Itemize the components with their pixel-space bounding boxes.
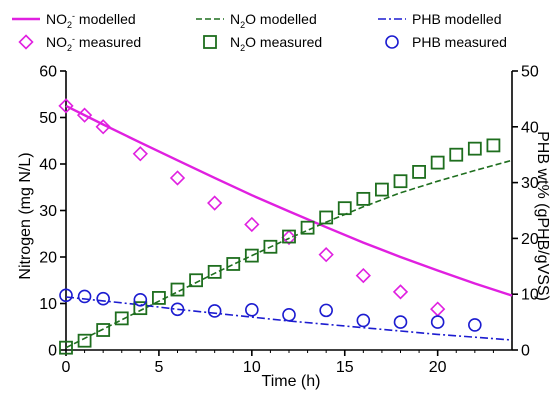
y-left-tick-label: 60 (39, 64, 57, 81)
no2-modelled-line (65, 104, 513, 297)
phb-measured-point (207, 304, 222, 318)
n2o-measured-point (375, 182, 389, 197)
phb-measured-point (59, 288, 73, 303)
phb-measured-point (430, 315, 445, 329)
n2o-measured-point (96, 323, 111, 337)
phb-measured-point (319, 303, 333, 318)
y-left-tick-label: 40 (39, 157, 57, 174)
plot-area (58, 98, 513, 355)
n2o-measured-point (244, 248, 259, 263)
legend-item-phb-measured: PHB measured (385, 34, 507, 50)
no2-measured-point (355, 267, 371, 284)
n2o-measured-point (337, 201, 352, 216)
x-tick-label: 10 (243, 359, 261, 376)
legend-label: PHB modelled (412, 11, 502, 27)
legend-label: NO2- measured (46, 34, 141, 53)
n2o-measured-point (226, 257, 241, 271)
legend-item-n2o-measured: N2O measured (203, 34, 322, 53)
phb-measured-point (356, 313, 371, 328)
legend-label: N2O modelled (230, 11, 317, 30)
x-axis-title: Time (h) (262, 373, 321, 390)
phb-measured-point (77, 289, 92, 304)
y-axis-left-title: Nitrogen (mg N/L) (17, 152, 34, 279)
no2-measured-point (76, 107, 93, 123)
n2o-measured-point (170, 282, 185, 297)
legend-item-no2-modelled: NO2- modelled (12, 11, 136, 30)
y-left-tick-label: 0 (48, 343, 57, 360)
legend-item-no2-measured: NO2- measured (18, 34, 141, 53)
legend: NO2- modelled N2O modelled PHB modelled NO2… (12, 11, 507, 53)
n2o-modelled-line (65, 159, 513, 349)
axes: 0 5 10 15 20 0 10 20 30 40 50 60 0 10 20 30 40 50 (39, 64, 539, 377)
n2o-measured-point (412, 165, 426, 179)
phb-measured-point (282, 308, 296, 322)
y-right-tick-label: 10 (521, 287, 539, 304)
no2-measured-point (132, 146, 148, 162)
y-right-tick-label: 30 (521, 175, 539, 192)
n2o-measured-point (393, 174, 408, 189)
n2o-measured-point (319, 210, 334, 225)
legend-swatch (203, 35, 217, 49)
n2o-measured-point (133, 301, 148, 316)
no2-measured-point (318, 247, 334, 263)
n2o-measured-point (263, 239, 278, 254)
n2o-measured-point (152, 291, 166, 305)
n2o-measured-point (300, 220, 315, 235)
legend-swatch (385, 35, 399, 49)
no2-measured-point (207, 195, 223, 211)
phb-modelled-line (65, 296, 513, 341)
legend-item-n2o-modelled: N2O modelled (196, 11, 317, 30)
n2o-measured-point (356, 191, 371, 206)
y-left-tick-label: 20 (39, 250, 57, 267)
legend-label: NO2- modelled (46, 11, 136, 30)
legend-swatch (18, 34, 34, 50)
n2o-measured-point (77, 333, 92, 348)
phb-measured-point (468, 318, 482, 332)
y-right-tick-label: 50 (521, 64, 539, 81)
no2-measured-point (430, 301, 446, 317)
n2o-measured-point (189, 273, 203, 288)
legend-label: PHB measured (412, 34, 507, 50)
x-tick-label: 15 (336, 359, 354, 376)
y-right-tick-label: 20 (521, 231, 539, 248)
n2o-measured-point (467, 141, 482, 156)
no2-measured-point (281, 229, 297, 246)
no2-measured-point (169, 170, 186, 186)
phb-measured-point (96, 291, 110, 306)
n2o-measured-point (114, 311, 129, 326)
y-right-tick-label: 0 (521, 343, 530, 360)
x-tick-label: 0 (62, 359, 71, 376)
no2-measured-point (95, 119, 111, 135)
no2-measured-point (392, 284, 409, 300)
no2-measured-point (58, 98, 74, 114)
y-left-tick-label: 30 (39, 203, 57, 220)
y-axis-right-title: PHB wt% (gPHB/gVSS) (534, 131, 551, 301)
y-right-tick-label: 40 (521, 119, 539, 136)
x-tick-label: 5 (154, 359, 163, 376)
x-tick-label: 20 (429, 359, 447, 376)
n2o-measured-point (449, 147, 464, 162)
n2o-measured-point (282, 229, 296, 244)
legend-item-phb-modelled: PHB modelled (378, 11, 502, 27)
y-left-tick-label: 10 (39, 296, 57, 313)
legend-label: N2O measured (230, 34, 322, 53)
phb-measured-point (133, 292, 148, 307)
n2o-measured-point (207, 264, 222, 279)
n2o-measured-point (486, 138, 501, 153)
phb-measured-point (245, 303, 259, 317)
phb-measured-point (170, 302, 185, 317)
phb-measured-point (393, 315, 408, 329)
y-left-tick-label: 50 (39, 110, 57, 127)
n2o-measured-point (430, 155, 445, 170)
n2o-measured-point (59, 340, 73, 355)
no2-measured-point (244, 216, 260, 233)
